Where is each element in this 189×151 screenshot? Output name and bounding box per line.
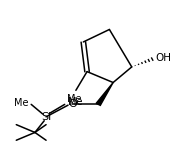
Text: OH: OH (155, 53, 171, 63)
Polygon shape (96, 82, 113, 105)
Text: Me: Me (67, 94, 81, 104)
Text: Me: Me (14, 98, 28, 108)
Text: Si: Si (42, 112, 52, 122)
Text: O: O (69, 99, 77, 109)
Text: Me: Me (68, 98, 83, 108)
